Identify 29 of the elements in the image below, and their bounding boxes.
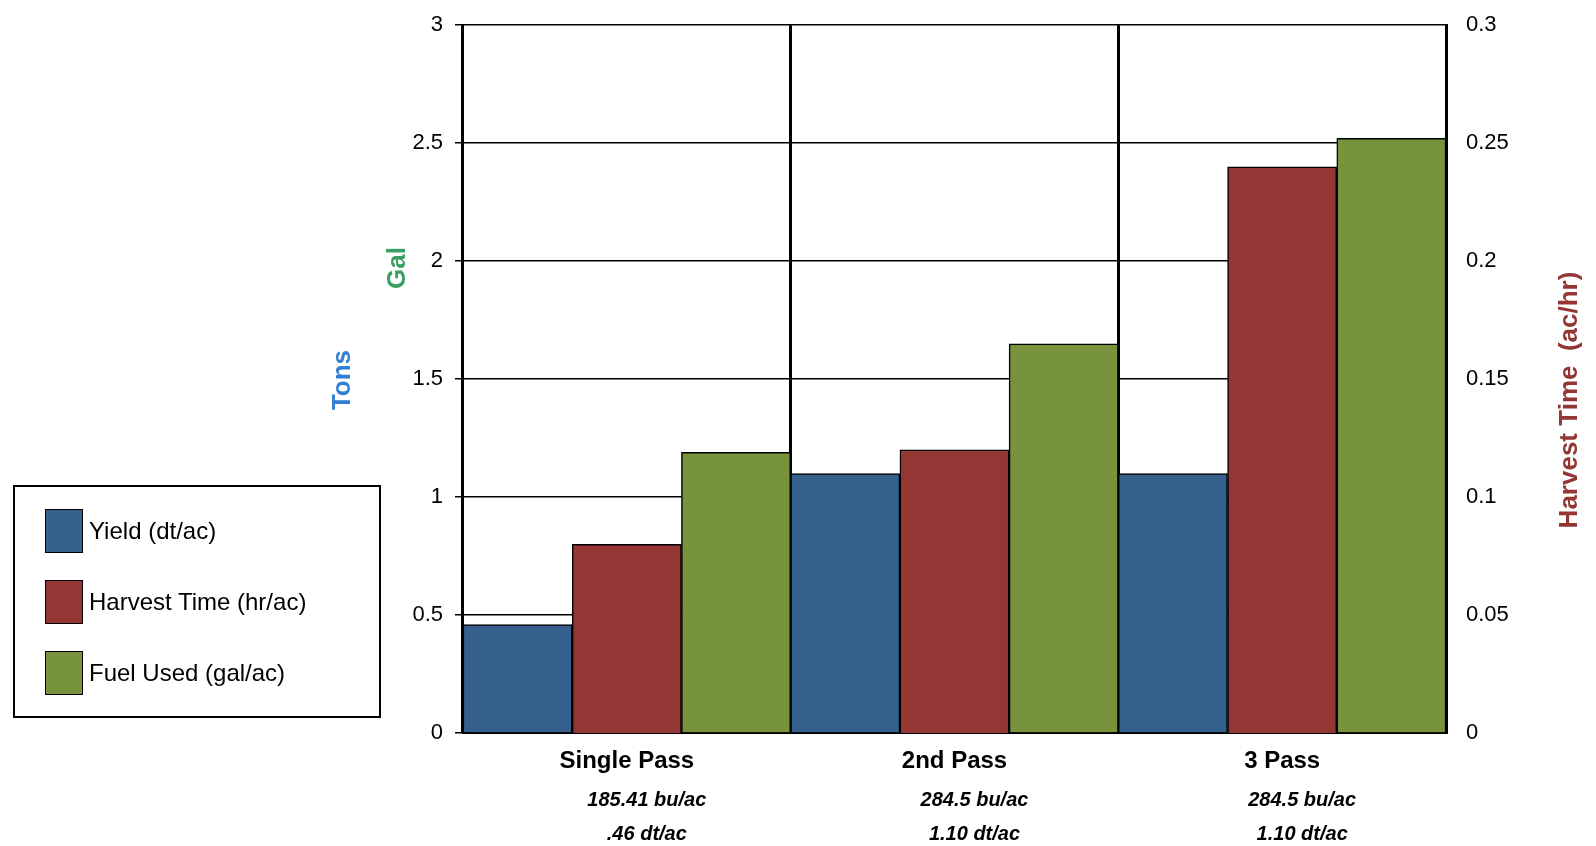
text: 185.41 bu/ac — [587, 787, 707, 810]
y2-tick-label: 0.05 — [1466, 601, 1509, 627]
y2-axis-title: Harvest Time (ac/hr) — [1553, 271, 1584, 529]
y2-tick-label: 0.2 — [1466, 247, 1497, 273]
text: Gal — [381, 247, 412, 289]
legend-label: Harvest Time (hr/ac) — [89, 587, 307, 616]
y-tick-label: 2.5 — [412, 129, 443, 155]
text: 1.10 dt/ac — [928, 821, 1021, 844]
text: .46 dt/ac — [606, 821, 687, 844]
y2-tick-label: 0.3 — [1466, 11, 1497, 37]
y-tick-label: 0.5 — [412, 601, 443, 627]
y-tick-label: 1.5 — [412, 365, 443, 391]
y2-tick-label: 0.15 — [1466, 365, 1509, 391]
x-tick-label: Single Pass — [559, 746, 695, 774]
text: 1.10 dt/ac — [1256, 821, 1348, 844]
y2-tick-label: 0.1 — [1466, 483, 1497, 509]
y-tick-label: 2 — [430, 247, 443, 273]
legend-label: Fuel Used (gal/ac) — [89, 658, 286, 687]
y-tick-label: 3 — [430, 11, 443, 37]
x-tick-label: 2nd Pass — [901, 746, 1008, 774]
y2-tick-label: 0.25 — [1466, 129, 1509, 155]
y-tick-label: 0 — [430, 719, 443, 745]
text: 284.5 bu/ac — [1247, 787, 1357, 810]
text: 284.5 bu/ac — [919, 787, 1029, 810]
x-tick-label: 3 Pass — [1244, 746, 1321, 774]
y-axis-title: Tons — [326, 349, 357, 411]
y-tick-label: 1 — [430, 483, 443, 509]
y2-tick-label: 0 — [1466, 719, 1479, 745]
legend-label: Yield (dt/ac) — [89, 516, 217, 545]
